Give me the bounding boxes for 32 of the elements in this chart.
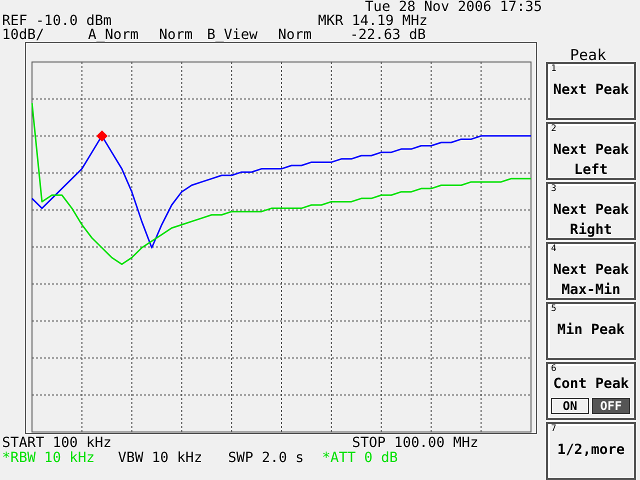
text: OFF (592, 398, 630, 414)
text: ON (551, 398, 589, 414)
text: -22.63 dB (350, 27, 426, 43)
text: Min Peak (556, 321, 626, 340)
text: 10dB/ (2, 27, 44, 43)
text: Next Peak (552, 81, 630, 100)
text: Norm (278, 27, 312, 43)
text: 2 (551, 124, 556, 134)
text: Next Peak Max-Min (552, 261, 630, 300)
text: A_Norm (88, 27, 139, 43)
text: Next Peak Right (552, 201, 630, 240)
text: START 100 kHz (2, 435, 112, 451)
text: Norm (159, 27, 193, 43)
text: SWP 2.0 s (228, 450, 304, 466)
text: 3 (551, 184, 556, 194)
text: Cont Peak (552, 375, 630, 394)
text: 7 (551, 424, 556, 434)
text: REF -10.0 dBm (2, 13, 112, 29)
text: MKR 14.19 MHz (318, 13, 428, 29)
text: Next Peak Left (552, 141, 630, 180)
text: *ATT 0 dB (322, 450, 398, 466)
text: STOP 100.00 MHz (352, 435, 478, 451)
text: *RBW 10 kHz (2, 450, 95, 466)
text: Tue 28 Nov 2006 17:35 (365, 0, 542, 15)
text: B_View (207, 27, 258, 43)
text: 5 (551, 304, 556, 314)
text: 1/2,more (556, 441, 626, 460)
text: 6 (551, 364, 556, 374)
text: Peak (570, 46, 606, 64)
text: 4 (551, 244, 556, 254)
text: VBW 10 kHz (118, 450, 202, 466)
text: 1 (551, 64, 556, 74)
